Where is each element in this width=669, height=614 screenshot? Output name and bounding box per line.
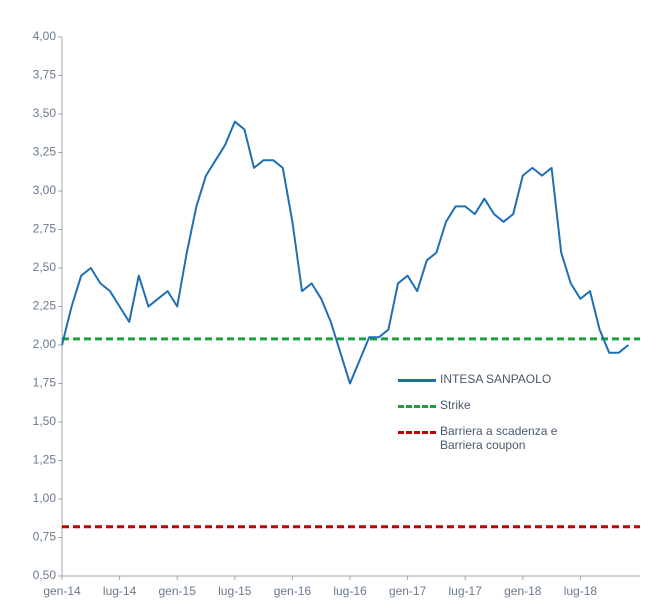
- y-tick-label: 3,25: [33, 145, 57, 159]
- y-tick-label: 2,00: [33, 337, 57, 351]
- y-tick-label: 0,50: [33, 568, 57, 582]
- legend: INTESA SANPAOLO Strike Barriera a scadenza…: [398, 372, 598, 464]
- y-tick-label: 1,50: [33, 414, 57, 428]
- legend-swatch: [398, 431, 436, 434]
- x-tick-label: lug-15: [218, 584, 252, 598]
- x-tick-label: gen-15: [159, 584, 197, 598]
- price-line: [61, 120, 630, 385]
- legend-swatch: [398, 379, 436, 382]
- x-tick-label: lug-16: [333, 584, 367, 598]
- x-tick-label: lug-14: [103, 584, 137, 598]
- y-tick-label: 1,75: [33, 376, 57, 390]
- x-tick-label: gen-18: [504, 584, 542, 598]
- legend-item: INTESA SANPAOLO: [398, 372, 598, 386]
- legend-label: Barriera a scadenza e Barriera coupon: [440, 424, 558, 452]
- y-tick-label: 1,00: [33, 491, 57, 505]
- y-tick-label: 3,00: [33, 183, 57, 197]
- x-tick-label: gen-16: [274, 584, 312, 598]
- legend-label: INTESA SANPAOLO: [440, 372, 552, 386]
- x-tick-label: lug-17: [449, 584, 483, 598]
- x-tick-label: gen-17: [389, 584, 427, 598]
- y-tick-label: 0,75: [33, 530, 57, 544]
- legend-swatch: [398, 405, 436, 408]
- y-tick-label: 2,50: [33, 260, 57, 274]
- y-tick-label: 3,75: [33, 68, 57, 82]
- legend-item: Barriera a scadenza e Barriera coupon: [398, 424, 598, 452]
- legend-item: Strike: [398, 398, 598, 412]
- y-tick-label: 2,25: [33, 299, 57, 313]
- y-tick-label: 4,00: [33, 29, 57, 43]
- x-tick-label: gen-14: [43, 584, 81, 598]
- y-tick-label: 3,50: [33, 106, 57, 120]
- y-tick-label: 1,25: [33, 453, 57, 467]
- x-tick-label: lug-18: [564, 584, 598, 598]
- legend-label: Strike: [440, 398, 471, 412]
- y-tick-label: 2,75: [33, 222, 57, 236]
